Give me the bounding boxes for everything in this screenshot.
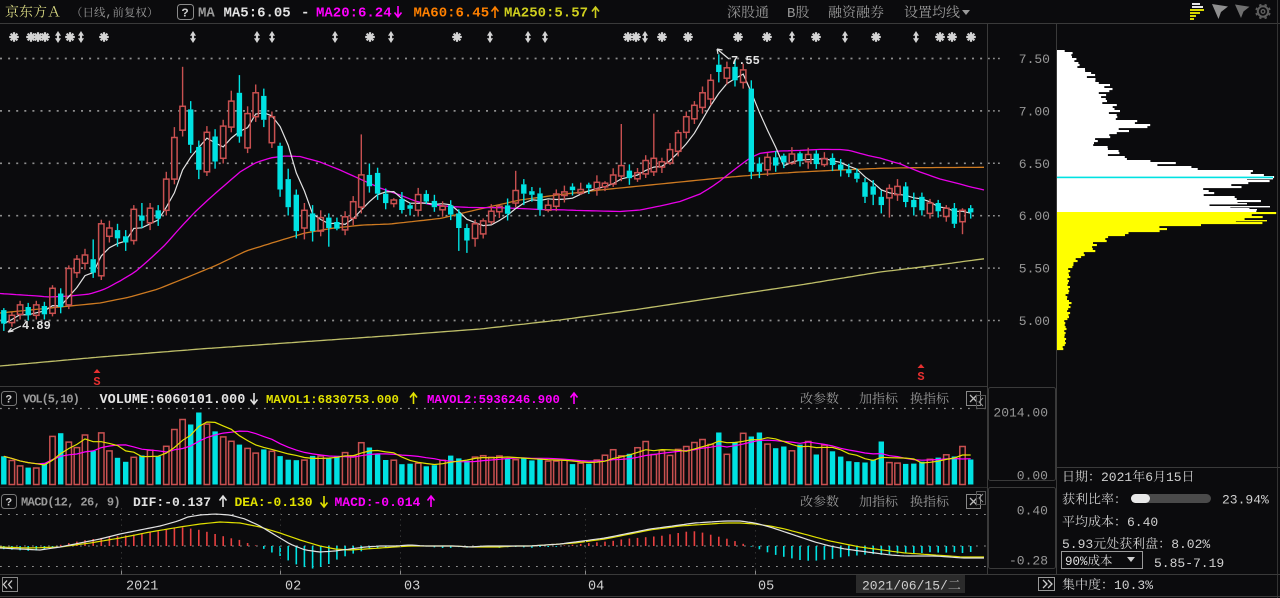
svg-text:02: 02 [285, 580, 301, 595]
svg-text:23.94%: 23.94% [1222, 493, 1269, 508]
svg-text:0.00: 0.00 [1017, 469, 1048, 484]
svg-text:03: 03 [404, 580, 420, 595]
svg-text:MA60:6.45: MA60:6.45 [414, 6, 490, 22]
svg-text:S: S [93, 375, 100, 389]
svg-text:2014.00: 2014.00 [993, 406, 1048, 421]
svg-text:MACD(12, 26, 9): MACD(12, 26, 9) [21, 496, 120, 510]
svg-text:10.3%: 10.3% [1114, 578, 1153, 593]
svg-text:MA20:6.24: MA20:6.24 [316, 6, 392, 22]
svg-text:0.40: 0.40 [1017, 504, 1048, 519]
svg-text:B: B [787, 6, 795, 22]
svg-text:?: ? [182, 7, 189, 21]
svg-text:DIF:-0.137: DIF:-0.137 [133, 495, 211, 510]
svg-text:-0.28: -0.28 [1009, 554, 1048, 569]
svg-text:MACD:-0.014: MACD:-0.014 [335, 495, 421, 510]
svg-text:-: - [301, 6, 309, 22]
svg-text:05: 05 [758, 580, 774, 595]
svg-text:5.00: 5.00 [1019, 314, 1050, 329]
svg-text:,: , [106, 8, 113, 21]
svg-text:MAVOL2:5936246.900: MAVOL2:5936246.900 [427, 393, 560, 407]
svg-text:4.89: 4.89 [22, 319, 51, 333]
svg-text:2021: 2021 [1101, 470, 1132, 485]
svg-text:7.00: 7.00 [1019, 104, 1050, 119]
svg-text:7.55: 7.55 [731, 54, 760, 68]
svg-text:2021: 2021 [126, 580, 158, 595]
svg-text:5.93: 5.93 [1062, 537, 1093, 552]
svg-text:2021/06/15/: 2021/06/15/ [862, 579, 948, 594]
svg-text:VOL(5,10): VOL(5,10) [23, 393, 79, 407]
svg-text:04: 04 [588, 580, 604, 595]
svg-text:MA: MA [198, 6, 215, 22]
svg-text:MA250:5.57: MA250:5.57 [504, 6, 588, 22]
svg-text:90%: 90% [1065, 555, 1088, 569]
svg-text:6.40: 6.40 [1127, 515, 1158, 530]
svg-text:VOLUME:6060101.000: VOLUME:6060101.000 [100, 393, 246, 408]
svg-text:MA5:6.05: MA5:6.05 [224, 6, 291, 22]
svg-text:7.50: 7.50 [1019, 52, 1050, 67]
svg-text:15: 15 [1166, 470, 1182, 485]
svg-text:S: S [917, 370, 924, 384]
svg-text:DEA:-0.130: DEA:-0.130 [235, 495, 313, 510]
svg-text:6.50: 6.50 [1019, 157, 1050, 172]
svg-text:?: ? [6, 395, 13, 407]
svg-text:6.00: 6.00 [1019, 209, 1050, 224]
svg-text:MAVOL1:6830753.000: MAVOL1:6830753.000 [266, 393, 399, 407]
svg-text:8.02%: 8.02% [1171, 537, 1210, 552]
svg-text:5.85-7.19: 5.85-7.19 [1154, 556, 1224, 571]
svg-text:6: 6 [1145, 470, 1153, 485]
svg-text:?: ? [6, 498, 13, 510]
svg-text:5.50: 5.50 [1019, 262, 1050, 277]
